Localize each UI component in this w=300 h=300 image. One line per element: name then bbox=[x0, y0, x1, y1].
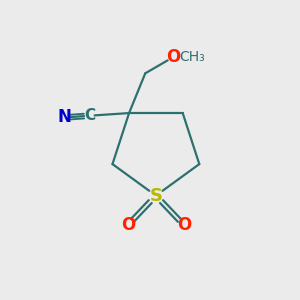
Text: N: N bbox=[57, 109, 71, 127]
Text: C: C bbox=[84, 108, 95, 123]
Text: S: S bbox=[149, 187, 162, 205]
Text: CH₃: CH₃ bbox=[180, 50, 206, 64]
Text: O: O bbox=[166, 48, 180, 66]
Text: O: O bbox=[121, 216, 135, 234]
Text: O: O bbox=[177, 216, 191, 234]
